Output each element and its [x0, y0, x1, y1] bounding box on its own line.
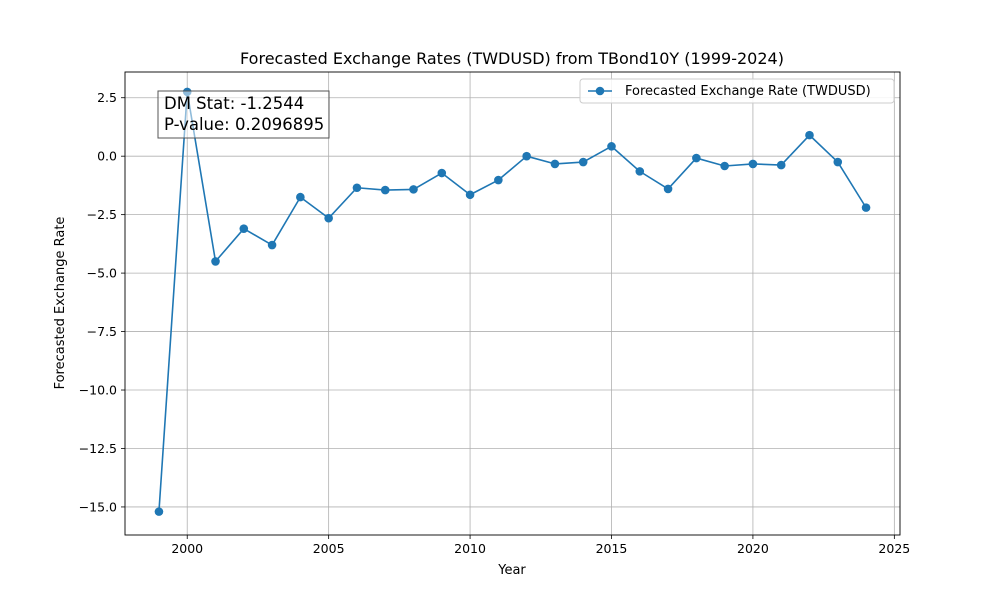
data-point: [692, 153, 701, 163]
data-point: [267, 240, 277, 250]
x-tick-label: 2015: [596, 541, 628, 556]
x-tick-label: 2025: [878, 541, 910, 556]
y-tick-label: 2.5: [97, 90, 117, 105]
data-point: [720, 161, 729, 171]
data-point: [776, 160, 786, 170]
data-point: [635, 167, 645, 176]
plot-frame: [124, 71, 901, 536]
data-point: [550, 159, 560, 169]
data-point: [437, 168, 447, 178]
data-point: [296, 192, 305, 202]
stat-box-frame: [157, 90, 330, 139]
legend-marker-swatch: [595, 86, 605, 96]
legend: Forecasted Exchange Rate (TWDUSD): [579, 78, 895, 104]
data-point: [805, 130, 814, 140]
chart-title: Forecasted Exchange Rates (TWDUSD) from …: [240, 49, 784, 68]
x-tick-label: 2005: [313, 541, 345, 556]
p-value-text: P-value: 0.2096895: [164, 115, 324, 134]
y-tick-label: 0.0: [97, 149, 117, 164]
x-tick-label: 2000: [171, 541, 203, 556]
y-tick-label: −15.0: [79, 499, 117, 514]
data-point: [748, 159, 758, 169]
legend-label: Forecasted Exchange Rate (TWDUSD): [625, 84, 871, 99]
data-point: [494, 175, 503, 185]
data-point: [324, 213, 333, 223]
data-point: [578, 157, 588, 167]
series-line: [158, 91, 867, 512]
series-layer: [154, 87, 871, 516]
grid: [125, 72, 900, 535]
x-tick-label: 2020: [737, 541, 769, 556]
data-point: [154, 507, 164, 516]
data-point: [352, 183, 362, 193]
y-tick-label: −12.5: [79, 441, 117, 456]
y-tick-label: −7.5: [87, 324, 117, 339]
data-point: [522, 151, 531, 161]
data-point: [465, 190, 475, 200]
y-tick-label: −10.0: [79, 383, 117, 398]
stat-annotation-box: DM Stat: -1.2544 P-value: 0.2096895: [157, 90, 330, 139]
data-point: [211, 257, 220, 266]
x-tick-label: 2010: [454, 541, 486, 556]
y-axis-title: Forecasted Exchange Rate: [53, 217, 68, 390]
ticks: 2000 2005 2010 2015 2020 2025 2.5 0.0 −2.5 −5.0 −7…: [79, 90, 911, 556]
y-tick-label: −5.0: [87, 266, 117, 281]
dm-stat-text: DM Stat: -1.2544: [164, 94, 304, 113]
y-tick-label: −2.5: [87, 207, 117, 222]
data-point: [663, 184, 673, 194]
data-point: [409, 185, 418, 194]
data-point: [239, 224, 249, 233]
data-point: [607, 142, 616, 151]
data-point: [861, 203, 871, 212]
data-point: [380, 185, 390, 195]
data-point: [833, 157, 843, 167]
x-axis-title: Year: [497, 563, 526, 578]
legend-frame: [579, 78, 895, 104]
